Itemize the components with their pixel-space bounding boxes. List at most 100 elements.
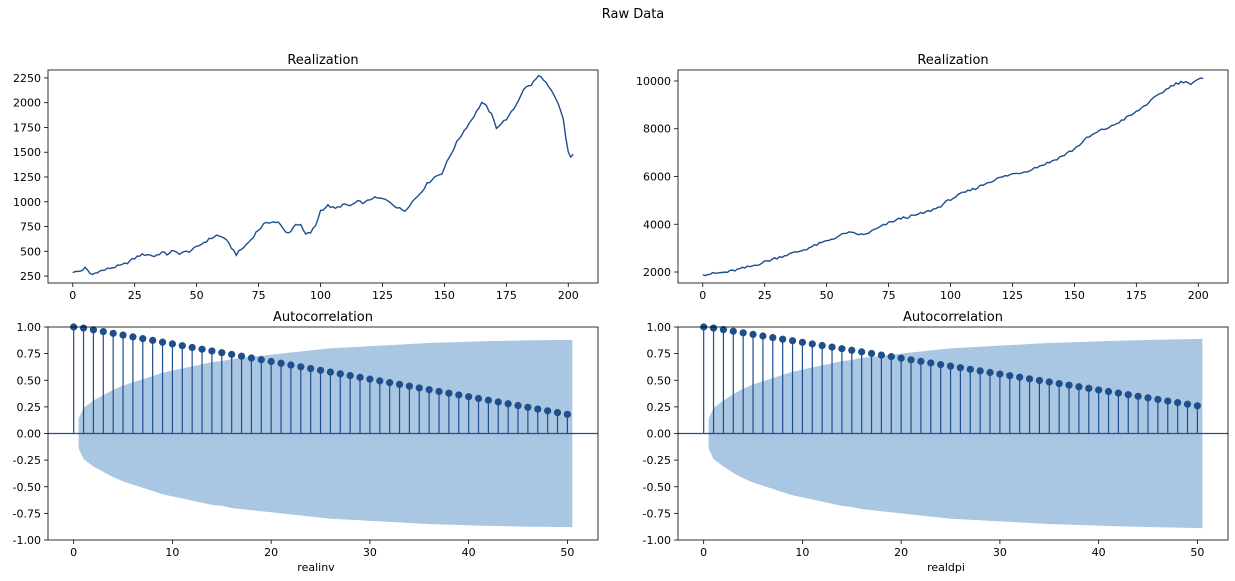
realdpi-acf-stem-marker [848,346,856,354]
realinv-acf-ytick-label: 0.25 [17,401,42,414]
realinv-acf-ytick-label: -0.75 [13,507,41,520]
realdpi-acf-stem-marker [709,324,718,332]
realdpi-acf-stem-marker [1154,395,1162,404]
realinv-acf-stem-marker [504,400,512,408]
realinv-acf-stem-marker [168,340,177,348]
realinv-acf-xtick-label: 10 [165,546,179,559]
realinv-acf-stem-marker [356,373,364,381]
realinv-acf-stem-marker [425,386,433,394]
realinv-acf-stem-marker [524,403,532,411]
realdpi-realization-ytick-label: 2000 [643,266,671,279]
realinv-realization-ytick-label: 750 [20,221,41,234]
realdpi-acf-ytick-label: 0.00 [647,428,672,441]
realinv-acf-stem-marker [297,363,305,371]
realinv-acf-stem-marker [89,326,98,334]
realinv-acf-stem-marker [109,329,117,337]
realinv-acf-stem-marker [346,371,354,380]
realinv-realization-axes-frame [47,69,599,284]
realdpi-acf-stem-marker [818,341,826,350]
realinv-acf-stem-marker [158,338,167,346]
realdpi-realization-xtick-label: 0 [699,289,706,302]
realinv-acf-stem-marker [277,359,285,367]
realinv-acf-stem-marker [149,336,157,344]
realdpi-acf-xtick-label: 0 [700,546,707,559]
realinv-realization-ytick-label: 1500 [13,146,41,159]
realinv-realization-ytick-label: 500 [20,245,41,258]
realinv-acf-stem-marker [228,350,236,359]
realinv-realization-xtick-label: 75 [252,289,266,302]
realdpi-acf-stem-marker [739,329,747,337]
realdpi-realization-ytick-label: 6000 [643,171,671,184]
realinv-acf-ytick-label: 0.50 [17,374,42,387]
realdpi-acf-stem-marker [1124,391,1132,399]
realinv-acf-xtick-label: 30 [363,546,377,559]
realinv-acf-stem-marker [405,382,414,390]
realdpi-realization-series-line [702,77,1204,277]
realinv-acf-panel: Autocorrelation realinv 0 10 20 30 40 50 -1.00… [13,310,599,574]
realinv-acf-ytick-label: 0.75 [17,348,42,361]
realinv-acf-stem-marker [484,396,492,404]
realinv-acf-stem-marker [455,391,463,399]
realinv-acf-stem-marker [139,335,147,343]
realinv-realization-ytick-label: 2000 [13,97,41,110]
realinv-acf-stem-marker [307,364,315,373]
realdpi-acf-ytick-label: -1.00 [643,534,671,547]
realdpi-acf-stem-marker [838,345,846,353]
realdpi-acf-stem-marker [867,349,876,358]
realdpi-acf-stem-marker [1144,394,1152,402]
realdpi-realization-ytick-label: 10000 [636,75,671,88]
realdpi-acf-xtick-label: 10 [795,546,809,559]
realdpi-realization-xtick-label: 125 [1002,289,1023,302]
realinv-acf-stem-marker [465,393,473,401]
realinv-acf-xtick-label: 20 [264,546,278,559]
realdpi-realization-xtick-label: 150 [1064,289,1085,302]
realinv-acf-stem-marker [119,331,127,339]
realdpi-realization-panel: Realization 0 25 50 75 100 125 150 175 200 2000 40… [636,53,1229,302]
realdpi-acf-stem-marker [1045,378,1053,386]
realdpi-acf-xtick-label: 40 [1092,546,1106,559]
realdpi-acf-stem-marker [1065,381,1073,389]
realinv-realization-ytick-label: 1750 [13,121,41,134]
realdpi-realization-axes-frame [677,69,1229,284]
realinv-acf-stem-marker [494,398,502,406]
realdpi-acf-ytick-label: -0.50 [643,481,671,494]
realinv-realization-xtick-label: 50 [190,289,204,302]
realinv-acf-xlabel: realinv [297,561,335,574]
realinv-acf-stem-marker [178,342,186,350]
realdpi-acf-stem-marker [1164,397,1172,405]
realinv-realization-xtick-label: 200 [558,289,579,302]
realinv-acf-stem-marker [563,410,571,418]
realinv-acf-stem-marker [534,405,542,413]
realinv-acf-stem-marker [326,368,335,376]
realinv-realization-xtick-label: 100 [310,289,331,302]
realdpi-realization-xtick-label: 175 [1126,289,1147,302]
realinv-acf-stem-marker [237,352,246,360]
realinv-realization-xtick-label: 0 [69,289,76,302]
realinv-acf-stem-marker [544,407,552,415]
realdpi-acf-ytick-label: -0.75 [643,507,671,520]
realinv-acf-stem-marker [366,375,374,383]
realinv-acf-ytick-label: -0.50 [13,481,41,494]
realinv-acf-stem-marker [415,384,423,392]
realdpi-acf-stem-marker [1085,384,1093,392]
realinv-realization-series-line [72,74,574,276]
realinv-realization-title: Realization [287,53,358,68]
realdpi-acf-stem-marker [729,327,737,335]
realinv-acf-title: Autocorrelation [273,310,373,325]
realinv-acf-stem-marker [267,357,275,366]
realdpi-acf-stem-marker [996,370,1004,378]
realdpi-acf-stem-marker [1006,372,1014,380]
realdpi-realization-xtick-label: 25 [758,289,772,302]
realinv-acf-ytick-label: -1.00 [13,534,41,547]
realinv-realization-xtick-label: 175 [496,289,517,302]
realdpi-acf-xtick-label: 20 [894,546,908,559]
realdpi-acf-stem-marker [976,367,984,375]
realdpi-realization-xtick-label: 50 [820,289,834,302]
realdpi-realization-ytick-label: 4000 [643,218,671,231]
realinv-acf-stem-marker [386,379,394,387]
realdpi-realization-xtick-label: 75 [882,289,896,302]
realdpi-acf-stem-marker [759,332,767,340]
realinv-realization-xtick-label: 150 [434,289,455,302]
realinv-acf-stem-marker [553,408,562,417]
